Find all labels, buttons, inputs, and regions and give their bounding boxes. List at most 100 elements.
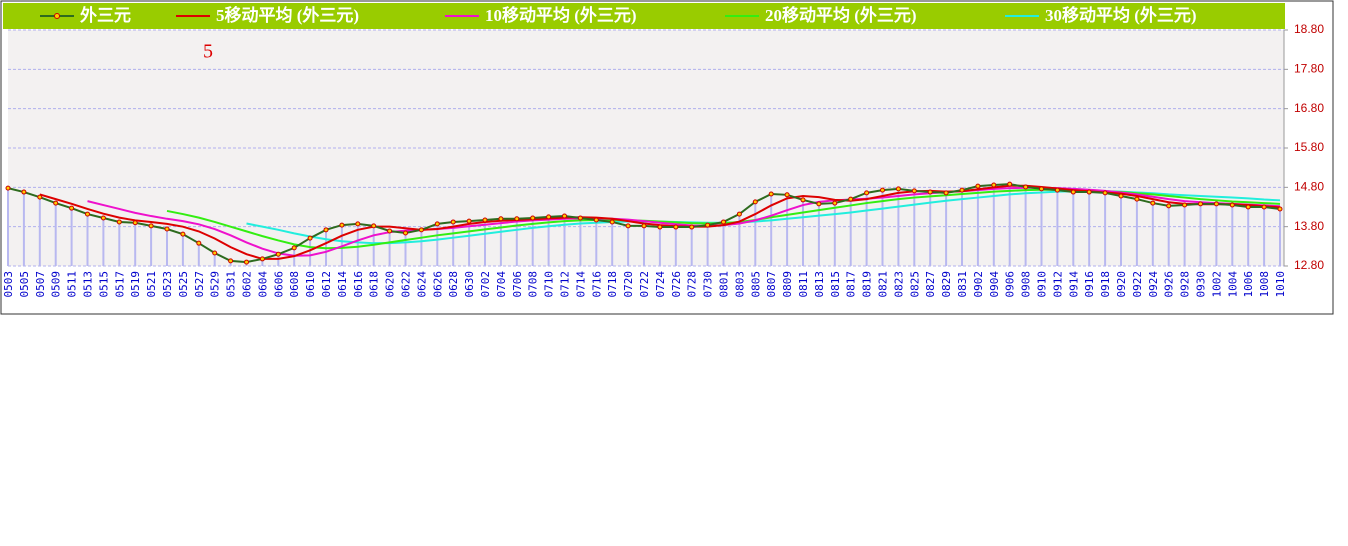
x-tick-label: 0710 <box>543 271 556 298</box>
x-tick-label: 0704 <box>495 271 508 298</box>
x-tick-label: 0515 <box>97 271 110 298</box>
point <box>609 219 615 225</box>
x-tick-label: 0620 <box>384 271 397 298</box>
x-tick-label: 0906 <box>1004 271 1017 298</box>
x-tick-label: 0618 <box>368 271 381 298</box>
x-tick-label: 0511 <box>66 271 79 298</box>
x-tick-label: 1010 <box>1274 271 1287 298</box>
x-tick-label: 0928 <box>1179 271 1192 298</box>
point <box>784 192 790 198</box>
x-tick-label: 0523 <box>161 271 174 298</box>
x-tick-label: 0922 <box>1131 271 1144 298</box>
point <box>164 226 170 232</box>
x-tick-label: 0509 <box>50 271 63 298</box>
x-tick-label: 0626 <box>431 271 444 298</box>
x-tick-label: 0904 <box>988 271 1001 298</box>
point <box>339 222 345 228</box>
point <box>768 191 774 197</box>
x-tick-label: 1002 <box>1210 271 1223 298</box>
x-tick-label: 0811 <box>797 271 810 298</box>
point <box>562 213 567 219</box>
x-tick-label: 0507 <box>34 271 47 298</box>
point <box>991 182 997 188</box>
point <box>1150 200 1156 206</box>
x-tick-label: 0521 <box>145 271 158 298</box>
x-tick-label: 0924 <box>1147 271 1160 298</box>
point <box>482 217 488 223</box>
y-tick-label: 15.80 <box>1294 140 1324 154</box>
x-tick-label: 0825 <box>908 271 921 298</box>
point <box>1070 189 1076 195</box>
x-tick-label: 0722 <box>638 271 651 298</box>
point <box>959 187 965 193</box>
y-tick-label: 14.80 <box>1294 180 1324 194</box>
point <box>593 217 599 223</box>
point <box>736 211 742 217</box>
point <box>975 183 981 189</box>
point <box>355 221 361 227</box>
x-tick-label: 0918 <box>1099 271 1112 298</box>
point <box>196 240 202 246</box>
point <box>577 215 583 221</box>
x-tick-label: 0724 <box>654 271 667 298</box>
x-tick-label: 0805 <box>749 271 762 298</box>
point <box>132 220 138 226</box>
x-tick-label: 0602 <box>241 271 254 298</box>
x-tick-label: 0817 <box>845 271 858 298</box>
x-tick-label: 1006 <box>1242 271 1255 298</box>
x-tick-label: 1004 <box>1226 271 1239 298</box>
legend-label: 10移动平均 (外三元) <box>485 5 637 25</box>
point <box>927 189 933 195</box>
legend-marker <box>54 13 60 19</box>
x-tick-label: 0708 <box>527 271 540 298</box>
x-tick-label: 0612 <box>320 271 333 298</box>
point <box>1134 196 1140 202</box>
series-line <box>87 186 1281 257</box>
point <box>689 224 695 230</box>
point <box>1118 193 1124 199</box>
x-tick-label: 0608 <box>288 271 301 298</box>
x-tick-label: 0616 <box>352 271 365 298</box>
x-tick-label: 0505 <box>18 271 31 298</box>
legend-bar <box>3 3 1285 29</box>
x-tick-label: 0916 <box>1083 271 1096 298</box>
x-tick-label: 0702 <box>479 271 492 298</box>
x-tick-label: 0815 <box>829 271 842 298</box>
point <box>657 224 663 230</box>
point <box>1102 190 1108 196</box>
point <box>259 256 265 262</box>
x-tick-label: 0827 <box>924 271 937 298</box>
annotation: 5 <box>203 41 213 63</box>
point <box>800 197 806 203</box>
point <box>514 216 520 222</box>
x-tick-label: 0720 <box>622 271 635 298</box>
x-tick-label: 0503 <box>2 271 15 298</box>
point <box>291 245 297 251</box>
x-tick-label: 0628 <box>447 271 460 298</box>
point <box>53 200 59 206</box>
x-tick-label: 0809 <box>781 271 794 298</box>
x-tick-label: 0529 <box>209 271 222 298</box>
point <box>418 227 424 233</box>
x-tick-label: 0914 <box>1067 271 1080 298</box>
point <box>387 228 393 234</box>
x-tick-label: 0604 <box>256 271 269 298</box>
y-tick-label: 17.80 <box>1294 62 1324 76</box>
point <box>546 214 552 220</box>
legend-label: 5移动平均 (外三元) <box>216 5 359 25</box>
point <box>1229 202 1235 208</box>
x-tick-label: 0819 <box>861 271 874 298</box>
x-tick-label: 0519 <box>129 271 142 298</box>
point <box>832 200 838 206</box>
x-tick-label: 0714 <box>574 271 587 298</box>
x-tick-label: 0712 <box>559 271 572 298</box>
legend-label: 20移动平均 (外三元) <box>765 5 917 25</box>
x-tick-label: 0517 <box>113 271 126 298</box>
point <box>530 215 536 221</box>
point <box>673 224 679 230</box>
y-tick-label: 12.80 <box>1294 258 1324 272</box>
x-tick-label: 0614 <box>336 271 349 298</box>
point <box>1213 201 1219 207</box>
